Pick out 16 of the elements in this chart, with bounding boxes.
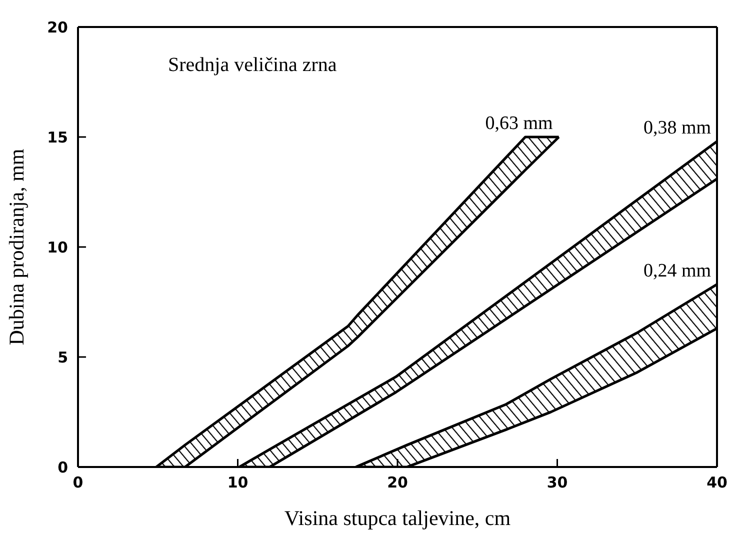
x-tick-label: 30 [546, 474, 568, 492]
y-tick-label: 0 [58, 458, 68, 476]
y-axis-title: Dubina prodiranja, mm [4, 148, 28, 346]
x-tick-label: 0 [72, 474, 84, 492]
x-tick-label: 20 [387, 474, 408, 492]
series-label: 0,38 mm [643, 117, 712, 138]
y-tick-label: 20 [47, 18, 68, 36]
legend-title: Srednja veličina zrna [168, 54, 337, 77]
y-tick-label: 15 [47, 128, 68, 146]
y-tick-label: 10 [47, 238, 68, 256]
x-tick-label: 10 [227, 474, 248, 492]
series-label: 0,63 mm [485, 113, 554, 134]
y-tick-label: 5 [58, 348, 68, 366]
x-tick-label: 40 [706, 474, 728, 492]
x-axis-title: Visina stupca taljevine, cm [284, 506, 511, 530]
series-label: 0,24 mm [643, 260, 712, 282]
